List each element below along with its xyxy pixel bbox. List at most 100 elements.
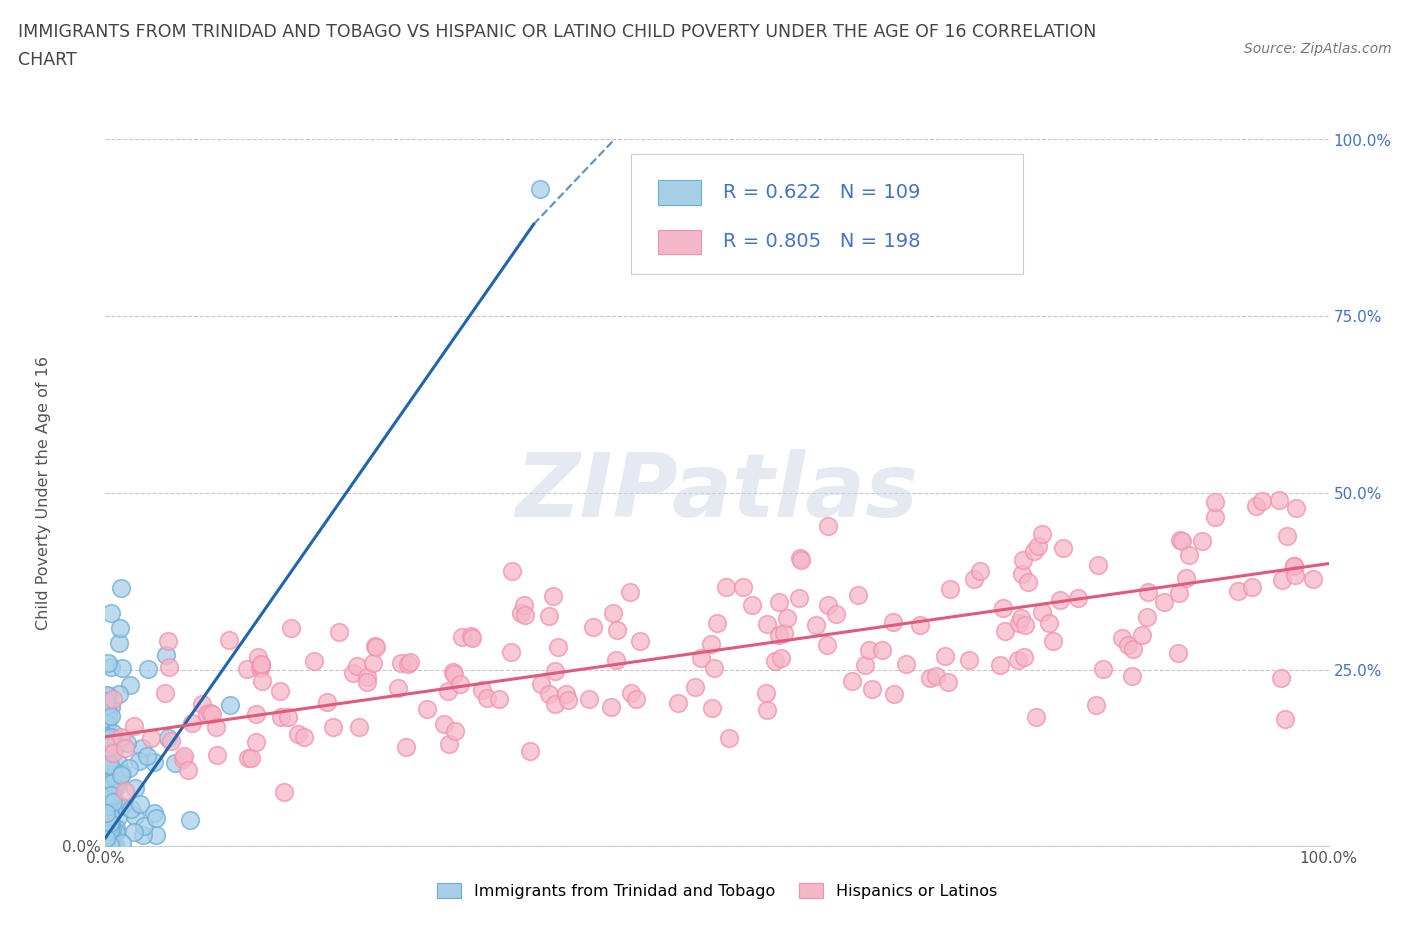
Point (789, 551, 811, 565)
Point (1191, 533, 1213, 548)
Point (731, 579, 754, 594)
Point (111, 836, 134, 851)
Point (145, 810, 167, 825)
Point (101, 802, 124, 817)
Point (530, 677, 553, 692)
Point (908, 618, 931, 632)
Point (101, 691, 124, 706)
Point (142, 755, 165, 770)
Point (841, 674, 863, 689)
Point (134, 818, 156, 833)
Point (328, 625, 350, 640)
Point (110, 730, 132, 745)
Point (666, 696, 689, 711)
Point (94, 786, 117, 801)
Point (703, 660, 725, 675)
Point (96, 830, 118, 845)
Point (1241, 579, 1264, 594)
Point (460, 629, 482, 644)
Point (806, 618, 828, 632)
Point (114, 783, 136, 798)
Point (250, 658, 273, 672)
Point (1022, 544, 1045, 559)
Point (817, 518, 839, 533)
Point (179, 812, 201, 827)
Point (316, 695, 339, 710)
Point (994, 624, 1017, 639)
Point (1085, 698, 1108, 712)
Point (1171, 533, 1194, 548)
Point (205, 748, 228, 763)
Point (1116, 638, 1139, 653)
Point (100, 822, 122, 837)
Point (269, 684, 291, 698)
Point (699, 636, 721, 651)
Point (236, 661, 259, 676)
Point (1017, 575, 1039, 590)
Point (957, 653, 980, 668)
Point (1284, 559, 1306, 574)
Point (1026, 538, 1049, 553)
Point (100, 758, 122, 773)
Point (104, 780, 127, 795)
Point (1167, 586, 1189, 601)
Point (1274, 711, 1296, 726)
Point (776, 611, 799, 626)
Point (755, 685, 778, 700)
Point (541, 589, 564, 604)
Point (104, 739, 127, 754)
Point (755, 703, 778, 718)
Point (1136, 584, 1159, 599)
Point (96, 831, 118, 846)
Point (128, 754, 150, 769)
Point (94, 831, 117, 846)
Point (100, 737, 122, 751)
Point (894, 657, 917, 671)
Y-axis label: Child Poverty Under the Age of 16: Child Poverty Under the Age of 16 (35, 356, 51, 630)
Point (346, 658, 368, 673)
Point (1226, 584, 1249, 599)
Point (817, 598, 839, 613)
Point (364, 638, 387, 653)
Point (1268, 492, 1291, 507)
Point (156, 730, 179, 745)
Point (270, 710, 292, 724)
Point (443, 724, 465, 738)
Point (488, 692, 510, 707)
Point (155, 647, 177, 662)
Point (706, 616, 728, 631)
Point (853, 658, 876, 672)
Point (602, 605, 624, 620)
Point (1277, 528, 1299, 543)
Point (94, 825, 117, 840)
Point (94, 694, 117, 709)
Point (366, 639, 388, 654)
Point (1025, 710, 1047, 724)
Point (501, 644, 523, 659)
Point (441, 665, 464, 680)
Point (870, 643, 893, 658)
Point (1012, 552, 1035, 567)
Point (1010, 611, 1032, 626)
Point (236, 751, 259, 765)
Point (1204, 494, 1226, 509)
Point (347, 719, 370, 734)
Point (110, 580, 132, 595)
Point (557, 693, 579, 708)
Point (1130, 628, 1153, 643)
Point (547, 640, 569, 655)
Point (920, 671, 942, 685)
Point (1270, 671, 1292, 685)
Point (115, 736, 138, 751)
Point (100, 709, 122, 724)
Point (100, 659, 122, 674)
Point (1091, 662, 1114, 677)
Point (181, 715, 204, 730)
Point (135, 749, 157, 764)
Point (321, 719, 343, 734)
Point (741, 597, 763, 612)
Point (1011, 567, 1033, 582)
Point (98, 819, 121, 834)
Point (94, 764, 117, 778)
Point (101, 768, 124, 783)
